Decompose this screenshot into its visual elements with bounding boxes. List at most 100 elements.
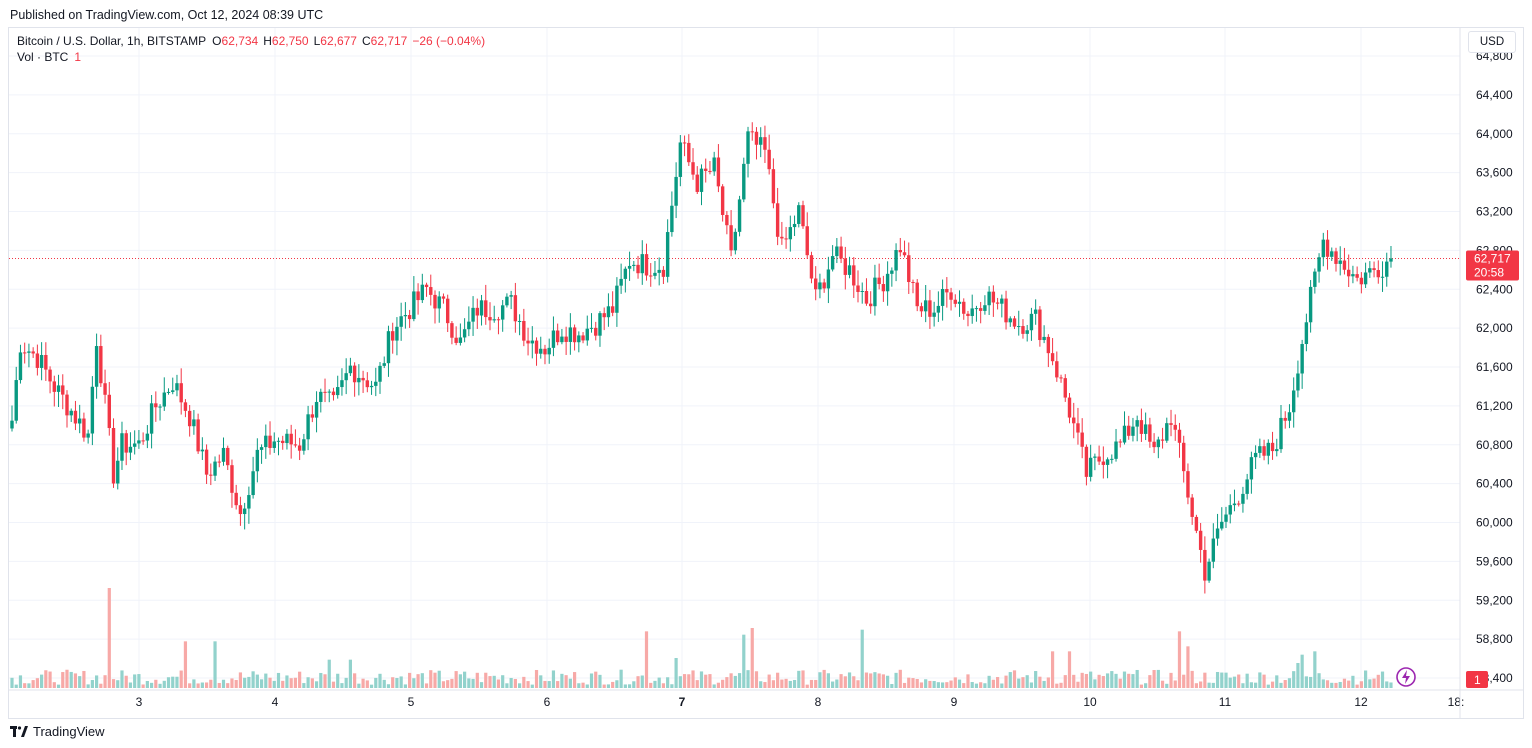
y-tick-label: 64,000 xyxy=(1476,127,1513,141)
candle xyxy=(1105,457,1110,479)
candle xyxy=(517,314,522,336)
volume-bar xyxy=(137,674,141,688)
candle xyxy=(775,187,780,246)
candle-body xyxy=(1190,497,1194,517)
candle xyxy=(1291,377,1296,428)
candle xyxy=(619,263,623,294)
candle-body xyxy=(1334,251,1338,264)
candle xyxy=(1080,418,1084,459)
volume-bar xyxy=(674,658,678,688)
candle-body xyxy=(1346,269,1351,277)
volume-bar xyxy=(73,673,78,688)
candle-body xyxy=(323,391,327,393)
candle-body xyxy=(687,142,691,163)
candle-body xyxy=(391,331,395,341)
candle xyxy=(441,293,446,304)
candle xyxy=(374,367,378,397)
lightning-icon[interactable] xyxy=(1396,667,1416,687)
candle xyxy=(1118,439,1122,448)
candle-body xyxy=(1055,361,1059,378)
candle-body xyxy=(327,391,331,393)
candle xyxy=(513,282,518,333)
volume-bar xyxy=(1089,671,1093,688)
candle xyxy=(314,391,319,433)
candle xyxy=(767,134,771,175)
candle-body xyxy=(374,381,378,386)
candle xyxy=(788,215,793,252)
volume-bar xyxy=(1046,677,1050,688)
candle xyxy=(1372,261,1376,278)
candle-body xyxy=(1169,423,1173,425)
candle-body xyxy=(1122,425,1127,443)
volume-bar xyxy=(1224,672,1228,688)
volume-bar xyxy=(623,684,627,688)
volume-bar xyxy=(615,680,619,688)
volume-bar xyxy=(268,677,272,688)
volume-bar xyxy=(1279,682,1283,688)
candle-body xyxy=(166,391,171,393)
candle xyxy=(983,295,987,315)
candle-body xyxy=(319,391,323,402)
volume-bar xyxy=(856,680,860,688)
candle-body xyxy=(1186,471,1190,498)
volume-bar xyxy=(1304,676,1308,688)
candle xyxy=(780,221,784,245)
candle xyxy=(1262,439,1266,461)
volume-bar xyxy=(564,675,568,688)
volume-bar xyxy=(496,679,501,688)
candle-body xyxy=(14,380,18,421)
volume-bar xyxy=(1105,673,1110,688)
candle xyxy=(1186,463,1190,505)
candle-body xyxy=(1050,353,1055,362)
candle-body xyxy=(720,186,725,215)
volume-bar xyxy=(873,672,877,688)
candle-body xyxy=(623,268,628,279)
candle-body xyxy=(936,305,941,313)
candle xyxy=(221,437,226,466)
legend-close-label: C xyxy=(361,34,371,48)
volume-bar xyxy=(276,672,281,688)
candle-body xyxy=(615,285,619,313)
candle-body xyxy=(534,340,539,354)
candle xyxy=(1224,506,1228,528)
candle xyxy=(1321,232,1325,267)
volume-bar xyxy=(847,672,852,688)
candle-body xyxy=(902,252,907,256)
volume-bar xyxy=(1283,680,1287,688)
candle-body xyxy=(1228,505,1232,515)
chart-frame[interactable] xyxy=(8,27,1524,719)
candle xyxy=(213,456,217,482)
volume-bar xyxy=(1008,672,1012,688)
y-tick-label: 59,600 xyxy=(1476,554,1513,568)
volume-bar xyxy=(687,674,691,688)
volume-bar xyxy=(974,683,979,688)
candle xyxy=(598,311,602,347)
candle-body xyxy=(132,443,137,447)
candle xyxy=(293,429,298,448)
candle-body xyxy=(868,303,873,307)
candle-body xyxy=(788,227,793,240)
volume-bar xyxy=(915,678,919,688)
candle xyxy=(1152,433,1156,454)
legend-symbol[interactable]: Bitcoin / U.S. Dollar, 1h, BITSTAMP xyxy=(17,34,207,48)
legend-volume-label[interactable]: Vol · BTC xyxy=(17,50,69,64)
candle xyxy=(183,399,188,418)
candle xyxy=(1258,438,1262,458)
volume-bar xyxy=(441,681,446,688)
candle-body xyxy=(382,363,386,366)
candle-body xyxy=(970,308,974,317)
currency-button[interactable]: USD xyxy=(1468,31,1516,53)
candle-body xyxy=(73,410,78,424)
tradingview-logo[interactable]: TradingView xyxy=(10,724,105,739)
candle xyxy=(187,404,192,437)
candle-body xyxy=(513,295,518,322)
candle-body xyxy=(644,254,649,276)
candle xyxy=(792,215,797,236)
candle-body xyxy=(158,406,162,408)
volume-bar xyxy=(924,679,928,688)
candle xyxy=(894,243,898,282)
volume-bar xyxy=(488,676,492,688)
candle xyxy=(382,356,386,369)
